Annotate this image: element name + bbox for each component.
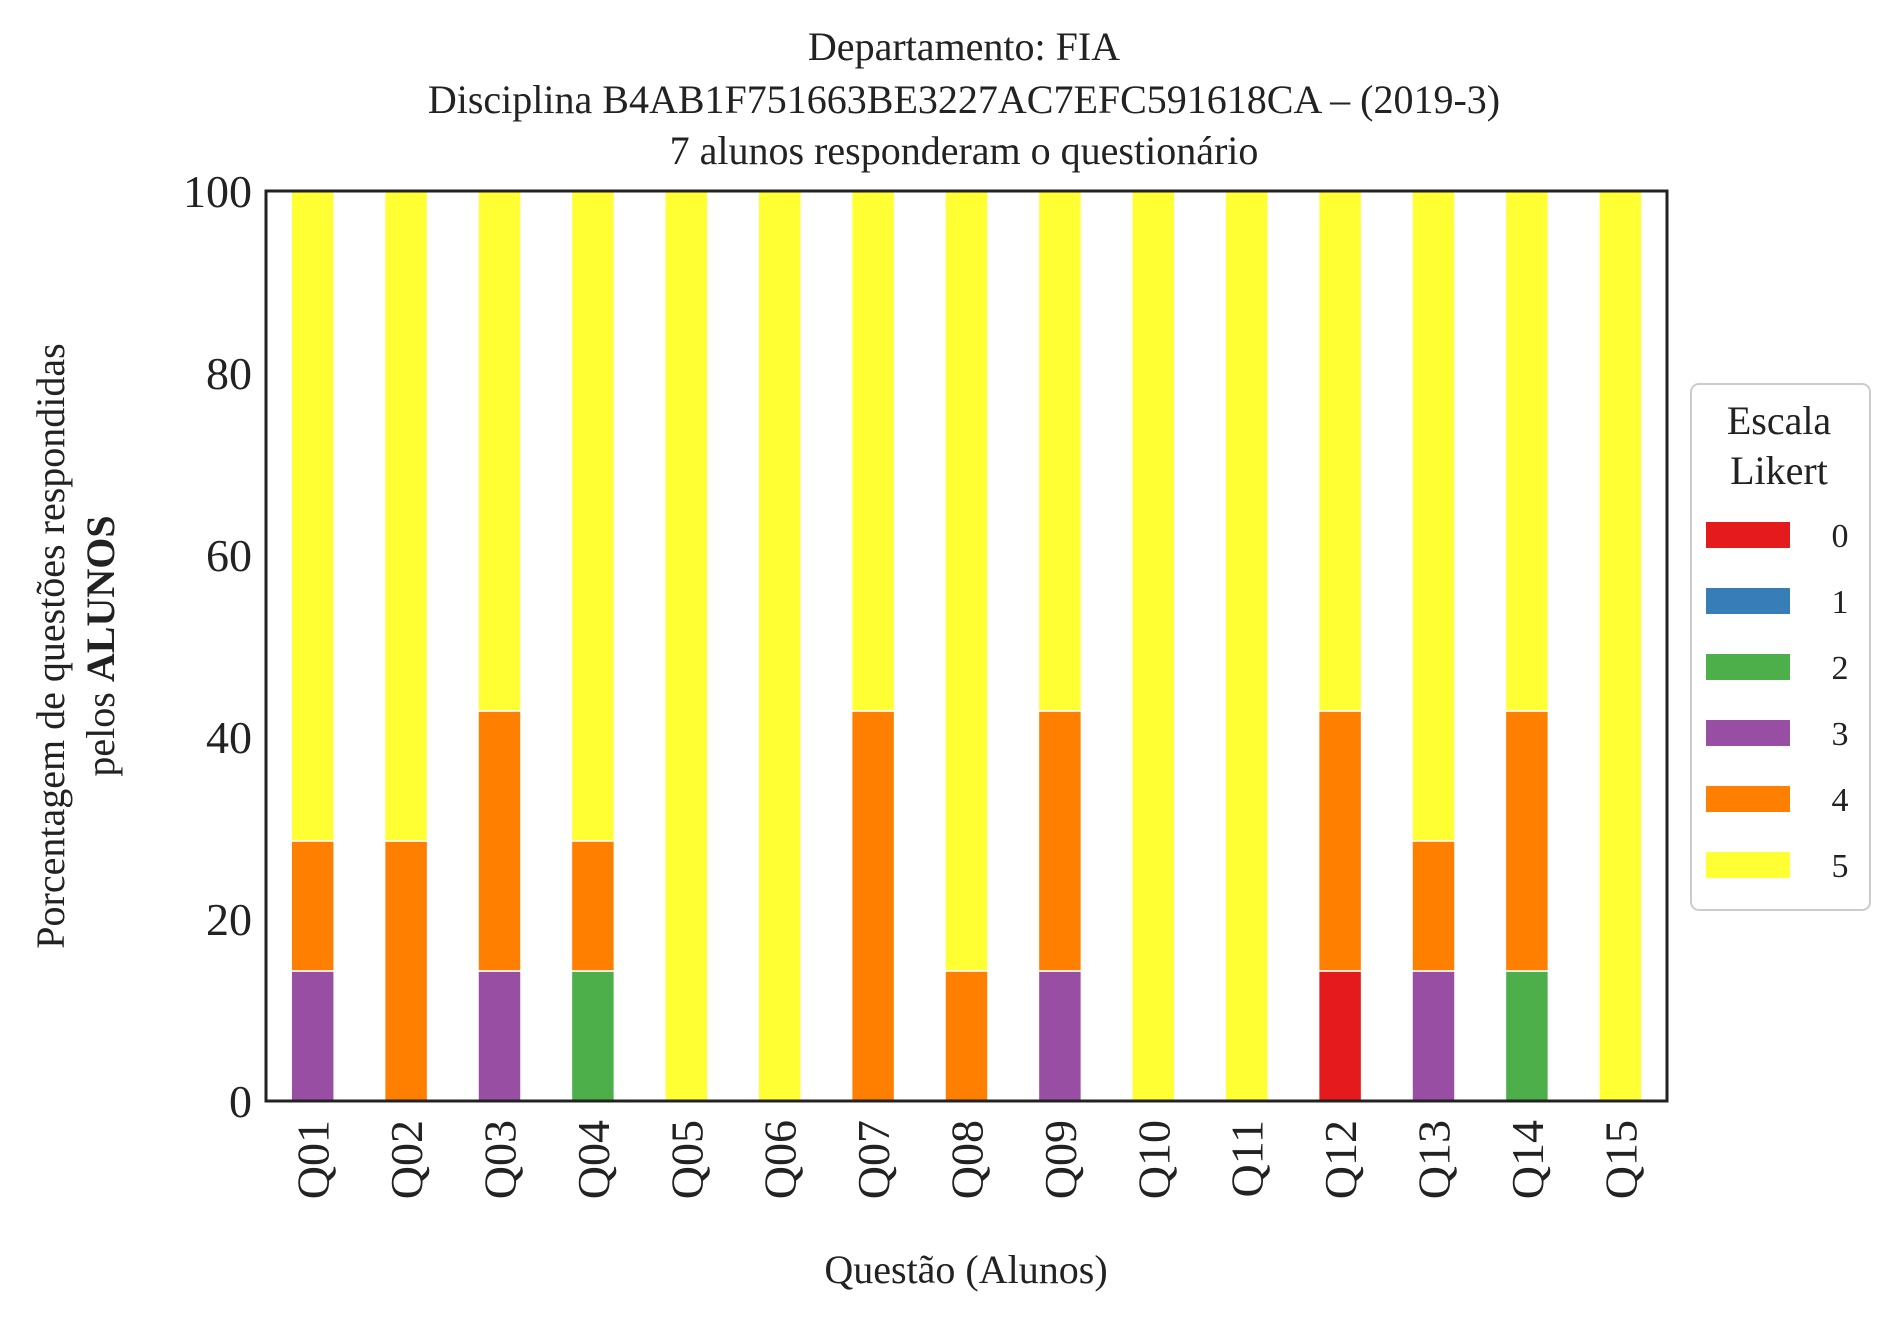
x-tick-label-q04: Q04 bbox=[568, 1120, 619, 1199]
y-tick-label: 100 bbox=[183, 166, 252, 217]
legend-label-3: 3 bbox=[1832, 716, 1849, 753]
bar-segment-q13-likert-4 bbox=[1411, 840, 1456, 972]
x-tick-label-q02: Q02 bbox=[381, 1120, 432, 1199]
bar-segment-q02-likert-5 bbox=[383, 190, 429, 842]
bar-segment-q04-likert-5 bbox=[570, 190, 616, 842]
title-line-2: Disciplina B4AB1F751663BE3227AC7EFC59161… bbox=[428, 77, 1500, 122]
y-tick-label: 60 bbox=[206, 530, 252, 581]
legend-swatch-2 bbox=[1706, 654, 1790, 680]
x-tick-label-q06: Q06 bbox=[755, 1120, 806, 1199]
bar-segment-q15-likert-5 bbox=[1598, 190, 1643, 1102]
title-line-1: Departamento: FIA bbox=[808, 24, 1120, 69]
bar-segment-q08-likert-4 bbox=[944, 970, 989, 1102]
legend-swatch-1 bbox=[1706, 588, 1790, 614]
x-tick-label-q14: Q14 bbox=[1502, 1120, 1553, 1199]
legend-label-0: 0 bbox=[1832, 518, 1849, 555]
x-tick-label-q13: Q13 bbox=[1409, 1120, 1460, 1199]
bar-segment-q01-likert-4 bbox=[290, 840, 335, 972]
bar-segment-q06-likert-5 bbox=[757, 190, 802, 1102]
legend-swatch-4 bbox=[1706, 786, 1790, 812]
bar-segment-q12-likert-4 bbox=[1317, 710, 1363, 972]
bar-segment-q12-likert-0 bbox=[1317, 970, 1363, 1102]
bar-segment-q14-likert-5 bbox=[1504, 190, 1550, 712]
legend-label-5: 5 bbox=[1832, 848, 1849, 885]
y-tick-label: 80 bbox=[206, 348, 252, 399]
bar-segment-q13-likert-3 bbox=[1411, 970, 1456, 1102]
legend-label-4: 4 bbox=[1832, 782, 1849, 819]
bar-segment-q04-likert-2 bbox=[570, 970, 616, 1102]
bar-segment-q14-likert-4 bbox=[1504, 710, 1550, 972]
bars-group bbox=[290, 190, 1643, 1102]
bar-segment-q03-likert-4 bbox=[477, 710, 522, 972]
x-tick-label-q15: Q15 bbox=[1595, 1120, 1646, 1199]
bar-segment-q07-likert-4 bbox=[850, 710, 896, 1102]
y-axis-label-prefix: pelos bbox=[78, 682, 123, 776]
bar-segment-q09-likert-3 bbox=[1037, 970, 1083, 1102]
bar-segment-q05-likert-5 bbox=[664, 190, 709, 1102]
y-axis-label-line-1: Porcentagem de questões respondidas bbox=[28, 343, 73, 948]
y-axis-label-line-2: pelos ALUNOS bbox=[78, 515, 123, 776]
legend-label-1: 1 bbox=[1832, 584, 1849, 621]
chart-title: Departamento: FIA Disciplina B4AB1F75166… bbox=[428, 24, 1500, 173]
x-tick-label-q07: Q07 bbox=[848, 1120, 899, 1199]
bar-segment-q02-likert-4 bbox=[383, 840, 429, 1102]
x-tick-label-q05: Q05 bbox=[661, 1120, 712, 1199]
legend-swatch-3 bbox=[1706, 720, 1790, 746]
legend-swatch-0 bbox=[1706, 522, 1790, 548]
y-tick-label: 20 bbox=[206, 894, 252, 945]
bar-segment-q04-likert-4 bbox=[570, 840, 616, 972]
x-tick-label-q03: Q03 bbox=[475, 1120, 526, 1199]
bar-segment-q14-likert-2 bbox=[1504, 970, 1550, 1102]
bar-segment-q12-likert-5 bbox=[1317, 190, 1363, 712]
y-axis-ticks: 0 20 40 60 80 100 bbox=[183, 166, 252, 1127]
y-axis-label-bold: ALUNOS bbox=[78, 515, 123, 682]
x-tick-label-q08: Q08 bbox=[942, 1120, 993, 1199]
legend-swatch-5 bbox=[1706, 852, 1790, 878]
y-tick-label: 0 bbox=[229, 1076, 252, 1127]
bar-segment-q03-likert-5 bbox=[477, 190, 522, 712]
plot-frame bbox=[264, 189, 1669, 1103]
legend-title-line-1: Escala bbox=[1727, 398, 1832, 443]
legend-box bbox=[1690, 383, 1871, 911]
bar-segment-q13-likert-5 bbox=[1411, 190, 1456, 842]
bar-segment-q09-likert-5 bbox=[1037, 190, 1083, 712]
legend-label-2: 2 bbox=[1832, 650, 1849, 687]
x-tick-label-q12: Q12 bbox=[1315, 1120, 1366, 1199]
bar-segment-q10-likert-5 bbox=[1131, 190, 1176, 1102]
x-axis-label: Questão (Alunos) bbox=[824, 1247, 1107, 1292]
y-tick-label: 40 bbox=[206, 712, 252, 763]
legend: Escala Likert 0 1 2 3 4 5 bbox=[1690, 383, 1871, 911]
bar-segment-q09-likert-4 bbox=[1037, 710, 1083, 972]
x-tick-label-q11: Q11 bbox=[1222, 1120, 1273, 1198]
bar-segment-q01-likert-5 bbox=[290, 190, 335, 842]
bar-segment-q07-likert-5 bbox=[850, 190, 896, 712]
x-axis-ticks: Q01 Q02 Q03 Q04 Q05 Q06 Q07 Q08 Q09 Q10 Q11 Q12 Q13 Q… bbox=[288, 1120, 1647, 1199]
x-tick-label-q10: Q10 bbox=[1128, 1120, 1179, 1199]
bar-segment-q03-likert-3 bbox=[477, 970, 522, 1102]
x-tick-label-q09: Q09 bbox=[1035, 1120, 1086, 1199]
bar-segment-q08-likert-5 bbox=[944, 190, 989, 972]
y-axis-label: Porcentagem de questões respondidas pelo… bbox=[28, 343, 123, 948]
bar-segment-q11-likert-5 bbox=[1224, 190, 1269, 1102]
x-tick-label-q01: Q01 bbox=[288, 1120, 339, 1199]
title-line-3: 7 alunos responderam o questionário bbox=[670, 128, 1259, 173]
bar-segment-q01-likert-3 bbox=[290, 970, 335, 1102]
legend-title-line-2: Likert bbox=[1730, 448, 1828, 493]
legend-items: 0 1 2 3 4 5 bbox=[1706, 518, 1849, 885]
